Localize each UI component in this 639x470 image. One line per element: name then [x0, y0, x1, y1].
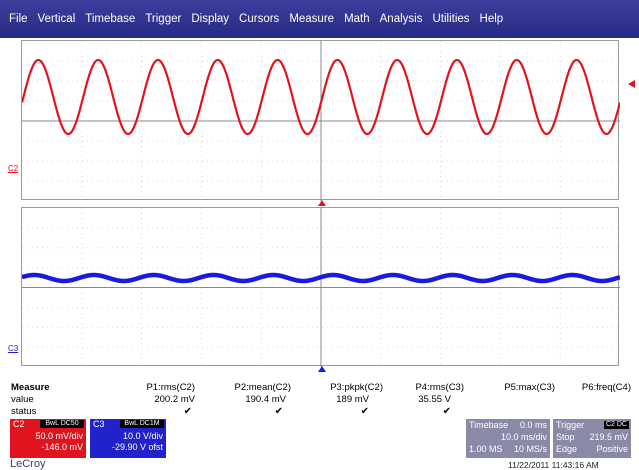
channel-c3-descriptor[interactable]: C3 BwL DC1M 10.0 V/div -29.90 V ofst: [90, 419, 166, 458]
waveform-grid-c2[interactable]: [21, 40, 620, 201]
measure-value-label: value: [11, 394, 34, 405]
trigger-position-marker-bottom[interactable]: [318, 366, 326, 372]
timebase-delay: 0.0 ms: [519, 420, 547, 430]
trigger-level: 219.5 mV: [589, 432, 628, 442]
channel-c2-descriptor[interactable]: C2 BwL DC50 50.0 mV/div -146.0 mV: [10, 419, 86, 458]
param-p1-name[interactable]: P1:rms(C2): [146, 382, 195, 393]
channel-c2-offset: -146.0 mV: [41, 442, 83, 452]
waveform-c2-svg: [22, 41, 620, 201]
waveform-c3-svg: [22, 208, 620, 367]
param-p2-name[interactable]: P2:mean(C2): [234, 382, 292, 393]
timebase-tdiv: 10.0 ms/div: [500, 432, 547, 442]
menu-timebase[interactable]: Timebase: [85, 13, 136, 25]
menu-help[interactable]: Help: [479, 13, 504, 25]
timebase-rate: 10 MS/s: [513, 444, 547, 454]
lecroy-logo: LeCroy: [10, 458, 46, 470]
param-p3-value: 189 mV: [336, 394, 369, 405]
param-p2-value: 190.4 mV: [245, 394, 286, 405]
param-p6-name[interactable]: P6:freq(C4): [581, 382, 631, 393]
menu-display[interactable]: Display: [191, 13, 230, 25]
measure-value-row: value 200.2 mV 190.4 mV 189 mV 35.55 V: [11, 394, 631, 405]
trigger-position-marker-top[interactable]: [318, 200, 326, 206]
menu-trigger[interactable]: Trigger: [145, 13, 182, 25]
channel-c2-marker[interactable]: C2: [8, 164, 19, 173]
menu-vertical[interactable]: Vertical: [37, 13, 76, 25]
trigger-type: Edge: [556, 444, 578, 454]
channel-c3-name: C3: [93, 419, 105, 429]
param-p4-value: 35.55 V: [418, 394, 451, 405]
param-p4-status-check-icon: ✔: [442, 406, 451, 417]
timestamp: 11/22/2011 11:43:16 AM: [508, 460, 599, 470]
param-p2-status-check-icon: ✔: [274, 406, 283, 417]
timebase-label: Timebase: [469, 420, 509, 430]
menu-analysis[interactable]: Analysis: [379, 13, 423, 25]
timebase-samples: 1.00 MS: [469, 444, 503, 454]
trigger-mode: Stop: [556, 432, 575, 442]
channel-c3-vdiv: 10.0 V/div: [122, 431, 163, 441]
measure-header-row: Measure P1:rms(C2) P2:mean(C2) P3:pkpk(C…: [11, 382, 631, 393]
menu-cursors[interactable]: Cursors: [239, 13, 280, 25]
trigger-source-tag: C2 DC: [603, 421, 629, 429]
measure-status-row: status ✔ ✔ ✔ ✔: [11, 406, 631, 417]
timebase-descriptor[interactable]: Timebase 0.0 ms 10.0 ms/div 1.00 MS 10 M…: [466, 419, 550, 458]
channel-c3-marker[interactable]: C3: [8, 344, 19, 353]
channel-c3-offset: -29.90 V ofst: [111, 442, 163, 452]
channel-c2-name: C2: [13, 419, 25, 429]
channel-c2-vdiv: 50.0 mV/div: [35, 431, 83, 441]
measure-title: Measure: [11, 382, 50, 393]
measure-status-label: status: [11, 406, 37, 417]
channel-c3-coupling-tag: BwL DC1M: [120, 420, 164, 428]
menu-utilities[interactable]: Utilities: [432, 13, 470, 25]
menu-math[interactable]: Math: [344, 13, 370, 25]
menu-measure[interactable]: Measure: [289, 13, 335, 25]
trigger-label: Trigger: [556, 420, 585, 430]
param-p4-name[interactable]: P4:rms(C3): [415, 382, 464, 393]
param-p1-value: 200.2 mV: [154, 394, 195, 405]
param-p5-name[interactable]: P5:max(C3): [504, 382, 555, 393]
param-p3-status-check-icon: ✔: [360, 406, 369, 417]
waveform-grid-c3[interactable]: [21, 207, 620, 367]
channel-c2-coupling-tag: BwL DC50: [40, 420, 84, 428]
trigger-level-marker[interactable]: [628, 80, 635, 88]
menu-bar: File Vertical Timebase Trigger Display Cursor…: [0, 0, 639, 38]
trigger-slope: Positive: [596, 444, 628, 454]
trigger-descriptor[interactable]: Trigger C2 DC Stop 219.5 mV Edge Positiv…: [553, 419, 631, 458]
menu-file[interactable]: File: [9, 13, 28, 25]
param-p3-name[interactable]: P3:pkpk(C2): [330, 382, 383, 393]
trace-c3: [22, 272, 620, 284]
param-p1-status-check-icon: ✔: [183, 406, 192, 417]
trace-c2: [22, 58, 620, 136]
